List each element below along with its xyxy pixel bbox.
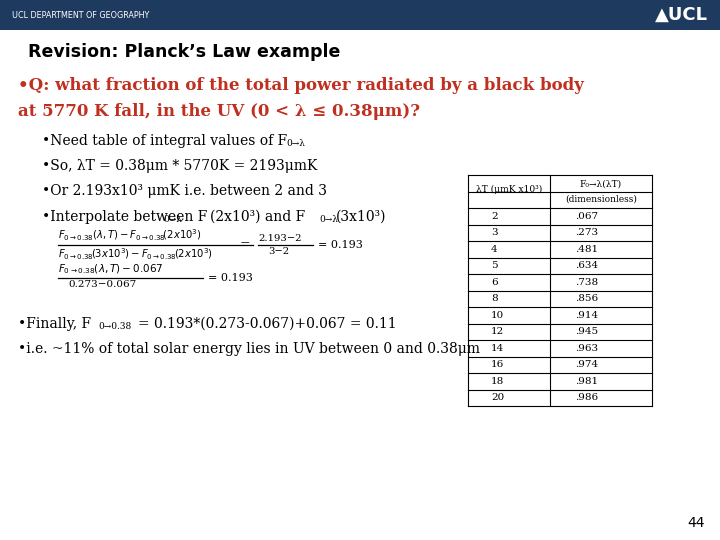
Text: 12: 12 [491, 327, 504, 336]
Text: .945: .945 [575, 327, 598, 336]
Text: 10: 10 [491, 310, 504, 320]
Text: .067: .067 [575, 212, 598, 221]
Text: F₀→λ(λT): F₀→λ(λT) [580, 180, 622, 188]
Text: $F_{0\to0.38}\!\left(3x10^3\right)-F_{0\to0.38}\!\left(2x10^3\right)$: $F_{0\to0.38}\!\left(3x10^3\right)-F_{0\… [58, 247, 213, 262]
Text: 0→λ: 0→λ [319, 215, 338, 224]
Text: .963: .963 [575, 344, 598, 353]
Text: .738: .738 [575, 278, 598, 287]
Text: = 0.193: = 0.193 [208, 273, 253, 283]
Text: 6: 6 [491, 278, 498, 287]
Text: .914: .914 [575, 310, 598, 320]
Text: •Or 2.193x10³ μmK i.e. between 2 and 3: •Or 2.193x10³ μmK i.e. between 2 and 3 [42, 184, 327, 198]
Text: 16: 16 [491, 360, 504, 369]
Text: .273: .273 [575, 228, 598, 237]
Text: 18: 18 [491, 377, 504, 386]
Text: (dimensionless): (dimensionless) [565, 194, 637, 204]
Text: •i.e. ~11% of total solar energy lies in UV between 0 and 0.38μm: •i.e. ~11% of total solar energy lies in… [18, 342, 480, 356]
Text: 4: 4 [491, 245, 498, 254]
Text: (3x10³): (3x10³) [336, 210, 387, 224]
Text: •Q: what fraction of the total power radiated by a black body: •Q: what fraction of the total power rad… [18, 77, 584, 94]
Text: .634: .634 [575, 261, 598, 270]
Text: 0→λ: 0→λ [286, 139, 305, 148]
Text: ▲UCL: ▲UCL [655, 6, 708, 24]
Text: = 0.193*(0.273-0.067)+0.067 = 0.11: = 0.193*(0.273-0.067)+0.067 = 0.11 [138, 317, 397, 331]
Text: =: = [239, 239, 250, 252]
Text: 0.273−0.067: 0.273−0.067 [68, 280, 136, 289]
Text: 2: 2 [491, 212, 498, 221]
Text: •Need table of integral values of F: •Need table of integral values of F [42, 134, 287, 148]
Text: 20: 20 [491, 393, 504, 402]
Text: Revision: Planck’s Law example: Revision: Planck’s Law example [28, 43, 341, 61]
Text: .856: .856 [575, 294, 598, 303]
Bar [0, 0, 720, 30]
Text: •Finally, F: •Finally, F [18, 317, 91, 331]
Text: .974: .974 [575, 360, 598, 369]
Text: .481: .481 [575, 245, 598, 254]
Text: 2.193−2: 2.193−2 [258, 234, 302, 243]
Text: 0→0.38: 0→0.38 [98, 322, 131, 331]
Text: (2x10³) and F: (2x10³) and F [210, 210, 305, 224]
Text: .981: .981 [575, 377, 598, 386]
Text: = 0.193: = 0.193 [318, 240, 363, 250]
Text: 14: 14 [491, 344, 504, 353]
Text: UCL DEPARTMENT OF GEOGRAPHY: UCL DEPARTMENT OF GEOGRAPHY [12, 10, 149, 19]
Text: 8: 8 [491, 294, 498, 303]
Text: •So, λT = 0.38μm * 5770K = 2193μmK: •So, λT = 0.38μm * 5770K = 2193μmK [42, 159, 318, 173]
Text: $F_{0\to0.38}(\lambda,T)-F_{0\to0.38}\!\left(2x10^3\right)$: $F_{0\to0.38}(\lambda,T)-F_{0\to0.38}\!\… [58, 227, 202, 243]
Text: at 5770 K fall, in the UV (0 < λ ≤ 0.38μm)?: at 5770 K fall, in the UV (0 < λ ≤ 0.38μ… [18, 103, 420, 120]
Text: 3: 3 [491, 228, 498, 237]
Text: 5: 5 [491, 261, 498, 270]
Text: •Interpolate between F: •Interpolate between F [42, 210, 207, 224]
Text: 3−2: 3−2 [268, 247, 289, 256]
Text: 44: 44 [688, 516, 705, 530]
Text: 0→λ: 0→λ [163, 215, 182, 224]
Text: λT (μmK x10³): λT (μmK x10³) [476, 185, 542, 194]
Text: .986: .986 [575, 393, 598, 402]
Text: $F_{0\to0.38}(\lambda,T)-0.067$: $F_{0\to0.38}(\lambda,T)-0.067$ [58, 262, 163, 276]
